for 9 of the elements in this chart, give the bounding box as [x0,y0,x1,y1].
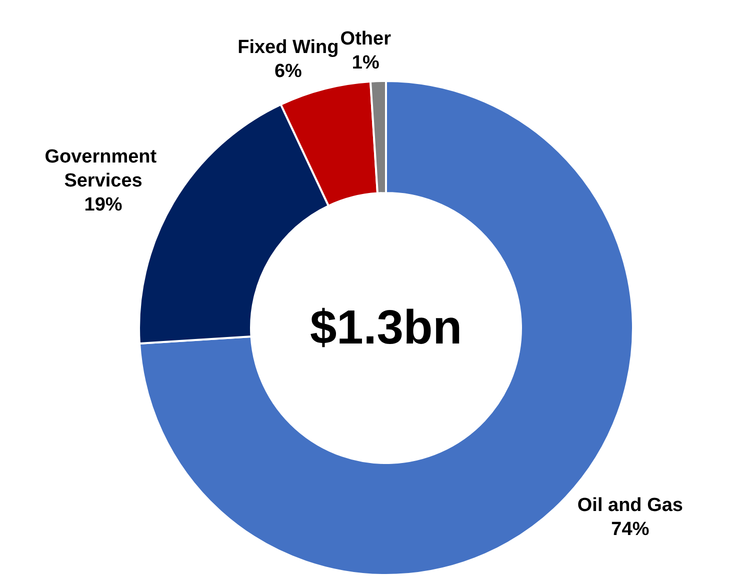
data-label: 74% [611,519,650,540]
slice-label: Oil and Gas [577,495,683,516]
data-label: 19% [84,194,122,216]
slice-label: Fixed Wing [238,37,339,58]
text: $1.3bn [310,302,462,354]
data-label: 1% [352,52,380,74]
slice-label: Other [340,28,392,50]
data-label: 6% [274,61,302,82]
slice-label: Government Services [44,146,162,192]
